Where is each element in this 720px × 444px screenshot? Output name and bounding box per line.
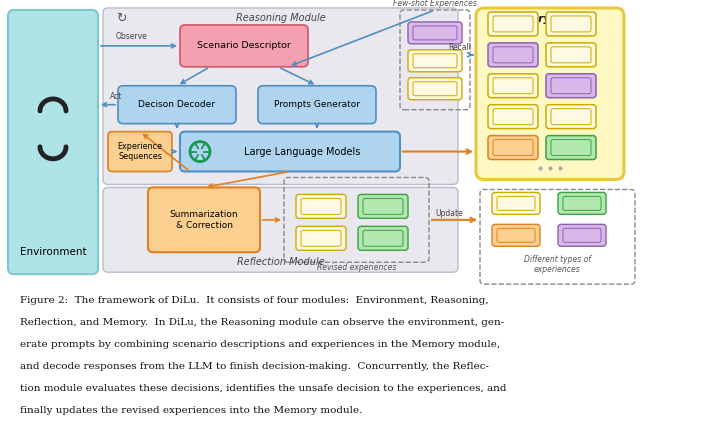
FancyBboxPatch shape (497, 196, 535, 210)
FancyBboxPatch shape (546, 43, 596, 67)
FancyBboxPatch shape (493, 109, 533, 125)
FancyBboxPatch shape (551, 16, 591, 32)
FancyBboxPatch shape (488, 74, 538, 98)
FancyBboxPatch shape (558, 192, 606, 214)
FancyBboxPatch shape (180, 131, 400, 171)
FancyBboxPatch shape (563, 196, 601, 210)
FancyBboxPatch shape (546, 135, 596, 159)
FancyBboxPatch shape (258, 86, 376, 123)
FancyBboxPatch shape (493, 16, 533, 32)
FancyBboxPatch shape (301, 230, 341, 246)
Text: Observe: Observe (116, 32, 148, 41)
FancyBboxPatch shape (408, 22, 462, 44)
Text: and decode responses from the LLM to finish decision-making.  Concurrently, the : and decode responses from the LLM to fin… (20, 362, 489, 371)
Text: Reflection Module: Reflection Module (237, 257, 324, 267)
Text: Reflection, and Memory.  In DiLu, the Reasoning module can observe the environme: Reflection, and Memory. In DiLu, the Rea… (20, 318, 504, 327)
FancyBboxPatch shape (413, 26, 457, 40)
FancyBboxPatch shape (493, 78, 533, 94)
Text: Figure 2:  The framework of DiLu.  It consists of four modules:  Environment, Re: Figure 2: The framework of DiLu. It cons… (20, 296, 489, 305)
FancyBboxPatch shape (492, 224, 540, 246)
Text: Memory Module: Memory Module (503, 14, 597, 24)
Text: Different types of
experiences: Different types of experiences (524, 254, 591, 274)
Text: Environment: Environment (19, 247, 86, 257)
FancyBboxPatch shape (8, 10, 98, 274)
FancyBboxPatch shape (103, 8, 458, 184)
FancyBboxPatch shape (408, 78, 462, 100)
FancyBboxPatch shape (413, 54, 457, 68)
Text: Recall: Recall (448, 44, 471, 52)
FancyBboxPatch shape (148, 187, 260, 252)
Text: Update: Update (435, 210, 463, 218)
Text: Prompts Generator: Prompts Generator (274, 100, 360, 109)
Text: Few-shot Experiences: Few-shot Experiences (393, 0, 477, 8)
FancyBboxPatch shape (108, 131, 172, 171)
FancyBboxPatch shape (363, 230, 403, 246)
Text: Revised experiences: Revised experiences (317, 263, 396, 272)
Text: Summarization
& Correction: Summarization & Correction (170, 210, 238, 230)
FancyBboxPatch shape (546, 74, 596, 98)
FancyBboxPatch shape (488, 135, 538, 159)
Text: Act: Act (110, 92, 122, 101)
FancyBboxPatch shape (180, 25, 308, 67)
Text: finally updates the revised experiences into the Memory module.: finally updates the revised experiences … (20, 406, 362, 415)
FancyBboxPatch shape (488, 12, 538, 36)
FancyBboxPatch shape (476, 8, 624, 179)
FancyBboxPatch shape (413, 82, 457, 96)
FancyBboxPatch shape (296, 226, 346, 250)
FancyBboxPatch shape (296, 194, 346, 218)
FancyBboxPatch shape (558, 224, 606, 246)
FancyBboxPatch shape (497, 228, 535, 242)
FancyBboxPatch shape (488, 105, 538, 129)
Text: ↻: ↻ (116, 12, 126, 24)
FancyBboxPatch shape (103, 187, 458, 272)
FancyBboxPatch shape (358, 226, 408, 250)
FancyBboxPatch shape (493, 139, 533, 155)
Text: Large Language Models: Large Language Models (244, 147, 360, 157)
Text: Reasoning Module: Reasoning Module (235, 13, 325, 23)
FancyBboxPatch shape (546, 105, 596, 129)
Text: Experience
Sequences: Experience Sequences (117, 142, 163, 161)
Text: tion module evaluates these decisions, identifies the unsafe decision to the exp: tion module evaluates these decisions, i… (20, 384, 506, 393)
FancyBboxPatch shape (493, 47, 533, 63)
Text: erate prompts by combining scenario descriptions and experiences in the Memory m: erate prompts by combining scenario desc… (20, 340, 500, 349)
FancyBboxPatch shape (551, 47, 591, 63)
FancyBboxPatch shape (492, 192, 540, 214)
FancyBboxPatch shape (551, 78, 591, 94)
FancyBboxPatch shape (546, 12, 596, 36)
FancyBboxPatch shape (488, 43, 538, 67)
FancyBboxPatch shape (118, 86, 236, 123)
FancyBboxPatch shape (551, 139, 591, 155)
Text: Scenario Descriptor: Scenario Descriptor (197, 41, 291, 50)
FancyBboxPatch shape (301, 198, 341, 214)
FancyBboxPatch shape (408, 50, 462, 72)
FancyBboxPatch shape (563, 228, 601, 242)
FancyBboxPatch shape (551, 109, 591, 125)
FancyBboxPatch shape (363, 198, 403, 214)
Text: Decison Decoder: Decison Decoder (138, 100, 215, 109)
FancyBboxPatch shape (358, 194, 408, 218)
